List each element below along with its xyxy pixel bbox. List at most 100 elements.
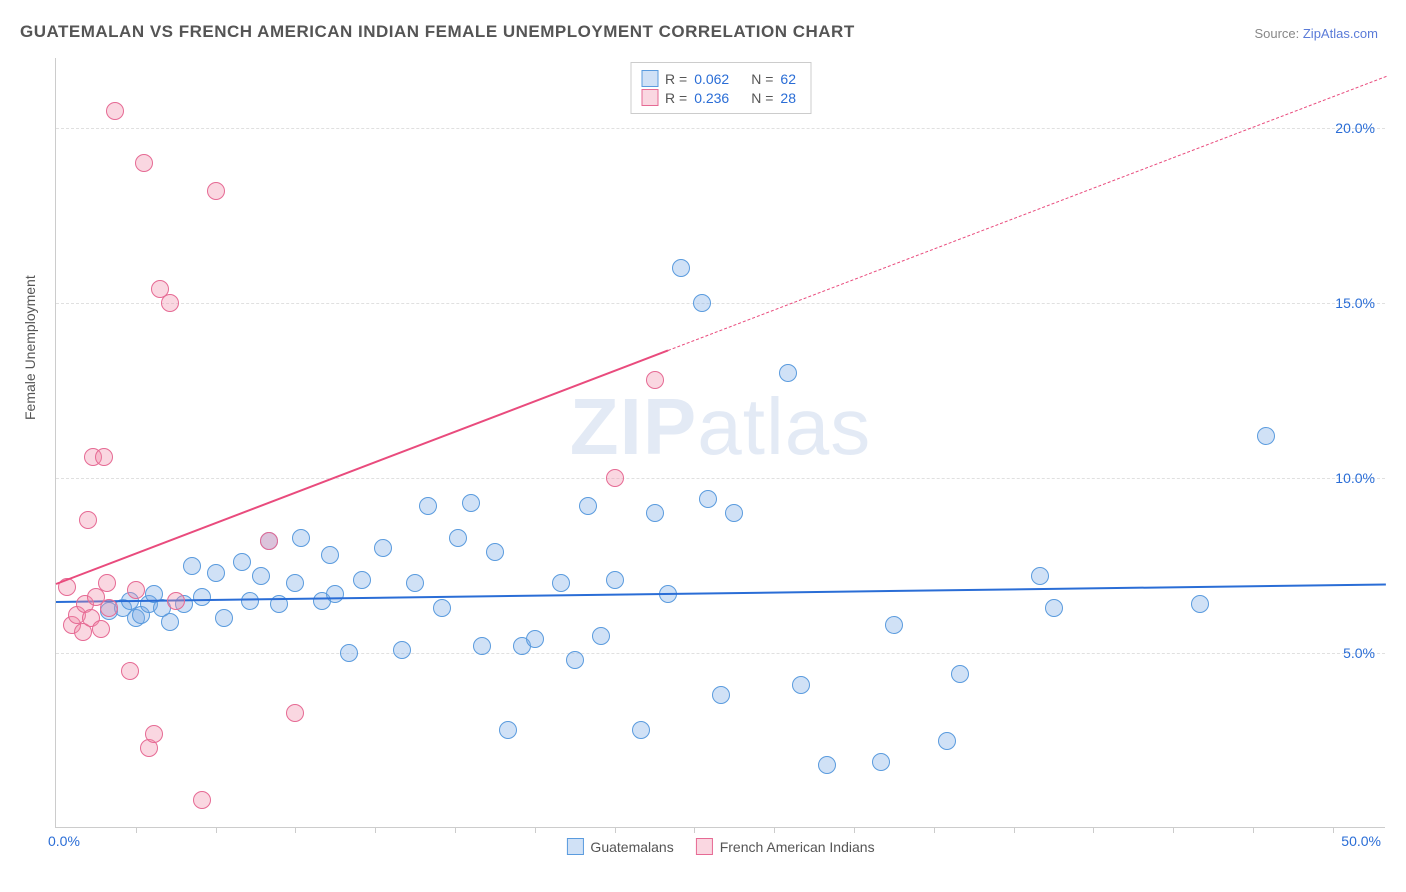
gridline bbox=[56, 478, 1385, 479]
data-point bbox=[406, 574, 424, 592]
data-point bbox=[712, 686, 730, 704]
data-point bbox=[592, 627, 610, 645]
data-point bbox=[193, 791, 211, 809]
data-point bbox=[462, 494, 480, 512]
legend-item-guatemalans: Guatemalans bbox=[566, 838, 673, 855]
data-point bbox=[792, 676, 810, 694]
x-tick bbox=[1093, 827, 1094, 833]
data-point bbox=[121, 662, 139, 680]
x-tick bbox=[1173, 827, 1174, 833]
data-point bbox=[193, 588, 211, 606]
data-point bbox=[92, 620, 110, 638]
data-point bbox=[286, 574, 304, 592]
swatch-guatemalans bbox=[566, 838, 583, 855]
x-tick bbox=[1014, 827, 1015, 833]
data-point bbox=[779, 364, 797, 382]
data-point bbox=[552, 574, 570, 592]
r-label: R = bbox=[665, 71, 687, 87]
data-point bbox=[606, 571, 624, 589]
data-point bbox=[95, 448, 113, 466]
chart-plot-area: ZIPatlas R = 0.062 N = 62 R = 0.236 N = … bbox=[55, 58, 1385, 828]
data-point bbox=[215, 609, 233, 627]
data-point bbox=[161, 294, 179, 312]
x-tick bbox=[1333, 827, 1334, 833]
data-point bbox=[632, 721, 650, 739]
gridline bbox=[56, 128, 1385, 129]
legend-series: Guatemalans French American Indians bbox=[566, 838, 874, 855]
data-point bbox=[393, 641, 411, 659]
gridline bbox=[56, 303, 1385, 304]
r-value-guatemalans: 0.062 bbox=[694, 71, 729, 87]
data-point bbox=[872, 753, 890, 771]
data-point bbox=[951, 665, 969, 683]
data-point bbox=[473, 637, 491, 655]
data-point bbox=[1031, 567, 1049, 585]
source-link[interactable]: ZipAtlas.com bbox=[1303, 26, 1378, 41]
data-point bbox=[818, 756, 836, 774]
data-point bbox=[449, 529, 467, 547]
trend-line bbox=[668, 76, 1387, 351]
n-value-french: 28 bbox=[780, 90, 796, 106]
gridline bbox=[56, 653, 1385, 654]
data-point bbox=[233, 553, 251, 571]
legend-row-french: R = 0.236 N = 28 bbox=[641, 89, 796, 106]
data-point bbox=[526, 630, 544, 648]
source-label: Source: bbox=[1254, 26, 1302, 41]
trend-line bbox=[56, 350, 668, 585]
data-point bbox=[340, 644, 358, 662]
swatch-guatemalans bbox=[641, 70, 658, 87]
data-point bbox=[699, 490, 717, 508]
data-point bbox=[286, 704, 304, 722]
n-value-guatemalans: 62 bbox=[780, 71, 796, 87]
data-point bbox=[499, 721, 517, 739]
x-tick bbox=[615, 827, 616, 833]
n-label: N = bbox=[751, 90, 773, 106]
data-point bbox=[260, 532, 278, 550]
data-point bbox=[885, 616, 903, 634]
data-point bbox=[145, 725, 163, 743]
series-name-french: French American Indians bbox=[720, 839, 875, 855]
y-tick-label: 15.0% bbox=[1335, 295, 1375, 311]
source-attribution: Source: ZipAtlas.com bbox=[1254, 26, 1378, 41]
data-point bbox=[486, 543, 504, 561]
data-point bbox=[183, 557, 201, 575]
data-point bbox=[353, 571, 371, 589]
data-point bbox=[127, 581, 145, 599]
data-point bbox=[135, 154, 153, 172]
data-point bbox=[646, 504, 664, 522]
data-point bbox=[98, 574, 116, 592]
x-tick bbox=[216, 827, 217, 833]
data-point bbox=[672, 259, 690, 277]
r-value-french: 0.236 bbox=[694, 90, 729, 106]
data-point bbox=[579, 497, 597, 515]
data-point bbox=[292, 529, 310, 547]
data-point bbox=[693, 294, 711, 312]
data-point bbox=[207, 564, 225, 582]
data-point bbox=[419, 497, 437, 515]
x-tick bbox=[694, 827, 695, 833]
x-tick bbox=[295, 827, 296, 833]
data-point bbox=[207, 182, 225, 200]
series-name-guatemalans: Guatemalans bbox=[590, 839, 673, 855]
y-tick-label: 20.0% bbox=[1335, 120, 1375, 136]
data-point bbox=[106, 102, 124, 120]
r-label: R = bbox=[665, 90, 687, 106]
n-label: N = bbox=[751, 71, 773, 87]
x-tick bbox=[1253, 827, 1254, 833]
x-tick bbox=[774, 827, 775, 833]
data-point bbox=[326, 585, 344, 603]
watermark-bold: ZIP bbox=[570, 382, 697, 471]
data-point bbox=[725, 504, 743, 522]
legend-row-guatemalans: R = 0.062 N = 62 bbox=[641, 70, 796, 87]
legend-correlation: R = 0.062 N = 62 R = 0.236 N = 28 bbox=[630, 62, 811, 114]
data-point bbox=[252, 567, 270, 585]
swatch-french bbox=[641, 89, 658, 106]
legend-item-french: French American Indians bbox=[696, 838, 875, 855]
watermark: ZIPatlas bbox=[570, 381, 871, 473]
data-point bbox=[167, 592, 185, 610]
x-tick bbox=[136, 827, 137, 833]
x-tick-label: 0.0% bbox=[48, 833, 80, 849]
data-point bbox=[374, 539, 392, 557]
swatch-french bbox=[696, 838, 713, 855]
data-point bbox=[1257, 427, 1275, 445]
